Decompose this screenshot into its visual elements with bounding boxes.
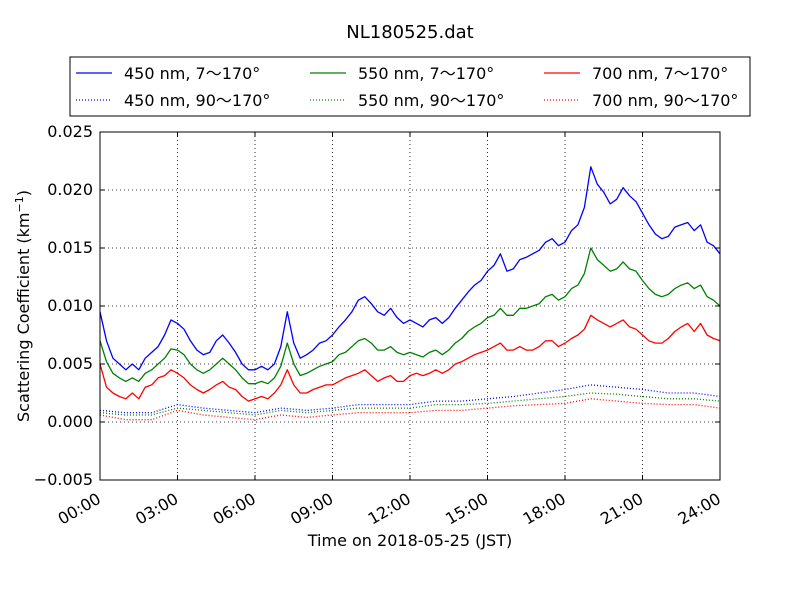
y-axis-label: Scattering Coefficient (km−1)	[13, 190, 34, 422]
series-line-5	[99, 398, 721, 421]
x-tick-label: 21:00	[597, 489, 646, 529]
x-tick-label: 00:00	[55, 489, 104, 529]
x-tick-label: 15:00	[442, 489, 491, 529]
x-tick-label: 12:00	[365, 489, 414, 529]
y-tick-label: 0.015	[47, 238, 93, 257]
y-tick-label: 0.020	[47, 180, 93, 199]
y-tick-label: 0.010	[47, 296, 93, 315]
x-axis-label: Time on 2018-05-25 (JST)	[307, 531, 512, 550]
y-axis-label-close: )	[14, 190, 33, 196]
legend-label-1: 450 nm, 90～170°	[124, 91, 270, 110]
legend-label-3: 550 nm, 90～170°	[358, 91, 504, 110]
series-line-2	[99, 247, 721, 385]
x-tick-label: 18:00	[520, 489, 569, 529]
x-tick-label: 24:00	[675, 489, 724, 529]
y-tick-label: −0.005	[34, 470, 93, 489]
y-tick-label: 0.025	[47, 122, 93, 141]
series-line-1	[99, 384, 721, 414]
grid	[100, 132, 720, 480]
legend-label-5: 700 nm, 90～170°	[592, 91, 738, 110]
chart-title: NL180525.dat	[346, 22, 473, 43]
series-line-3	[99, 392, 721, 416]
x-axis: 00:00 03:00 06:00 09:00 12:00 15:00 18:00 21:00…	[55, 132, 724, 529]
y-axis: −0.005 0.000 0.005 0.010 0.015 0.020 0.025	[34, 122, 720, 489]
legend-label-0: 450 nm, 7～170°	[124, 64, 260, 83]
legend-box	[69, 56, 751, 117]
series-line-0	[99, 166, 721, 371]
x-tick-label: 03:00	[132, 489, 181, 529]
x-tick-label: 09:00	[287, 489, 336, 529]
series-line-4	[99, 314, 721, 402]
series-layer	[99, 166, 721, 421]
y-axis-label-main: Scattering Coefficient (km	[14, 212, 33, 422]
y-tick-label: 0.000	[47, 412, 93, 431]
legend-label-4: 700 nm, 7～170°	[592, 64, 728, 83]
x-tick-label: 06:00	[210, 489, 259, 529]
legend: 450 nm, 7～170° 450 nm, 90～170° 550 nm, 7～1…	[69, 56, 751, 117]
y-tick-label: 0.005	[47, 354, 93, 373]
y-axis-label-sup: −1	[13, 196, 26, 212]
legend-label-2: 550 nm, 7～170°	[358, 64, 494, 83]
